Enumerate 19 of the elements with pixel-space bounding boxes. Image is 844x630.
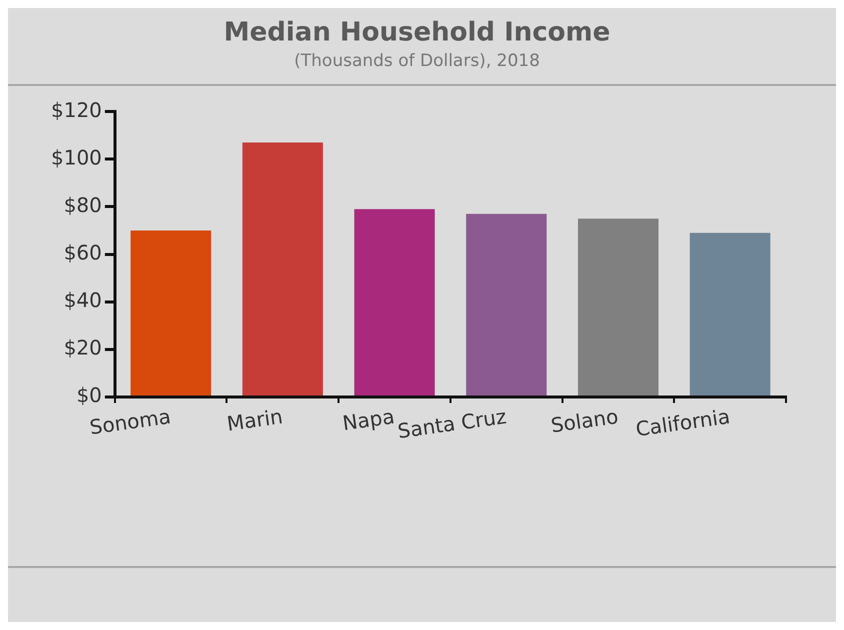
x-tick-label: Napa xyxy=(340,404,396,436)
chart-subtitle: (Thousands of Dollars), 2018 xyxy=(294,50,540,71)
chart-title: Median Household Income xyxy=(224,17,610,48)
y-tick-label: $120 xyxy=(50,98,102,122)
y-tick-label: $40 xyxy=(64,288,102,312)
y-tick-label: $60 xyxy=(64,240,102,265)
bar xyxy=(130,230,212,396)
bar xyxy=(690,232,770,396)
bar xyxy=(466,214,547,396)
bar xyxy=(242,142,323,396)
x-tick-label: Santa Cruz xyxy=(396,404,508,444)
x-tick-label: Solano xyxy=(549,404,620,438)
bar xyxy=(354,209,435,396)
y-tick-label: $20 xyxy=(64,336,102,360)
bar xyxy=(578,218,658,396)
x-tick-label: Marin xyxy=(225,404,284,436)
y-tick-label: $80 xyxy=(64,192,102,217)
x-tick-label: California xyxy=(634,404,732,442)
y-tick-label: $100 xyxy=(50,145,102,170)
